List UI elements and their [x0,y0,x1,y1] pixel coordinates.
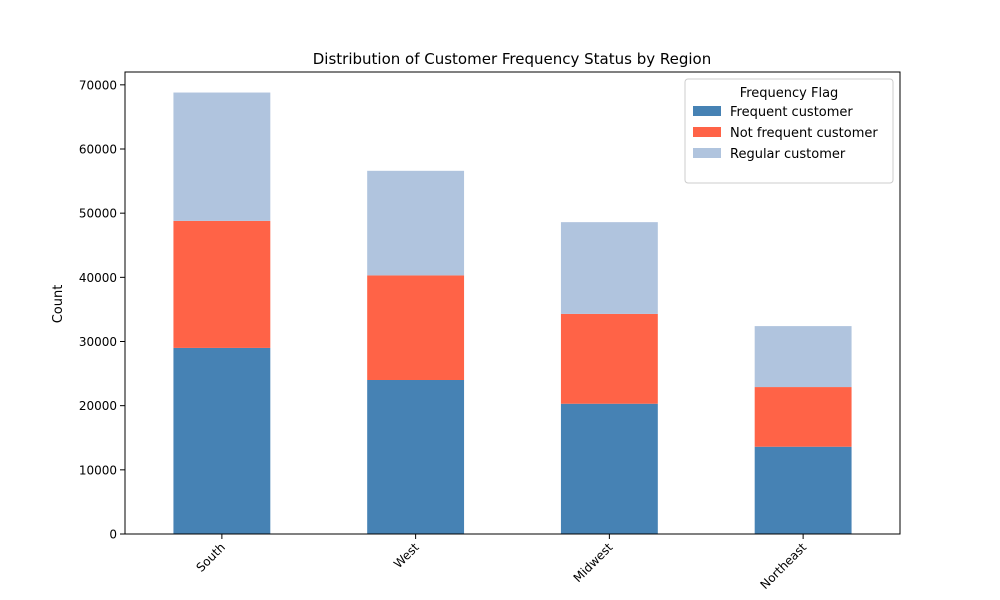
bar-west-regular-customer [367,170,465,276]
bar-group [173,92,852,534]
x-tick-label-northeast: Northeast [757,540,809,592]
y-tick-label: 60000 [79,143,117,157]
legend-box [684,78,894,184]
bar-midwest-not-frequent-customer [560,313,658,404]
chart-title: Distribution of Customer Frequency Statu… [313,50,711,68]
bar-west-not-frequent-customer [367,275,465,380]
y-tick-label: 30000 [79,335,117,349]
legend-title: Frequency Flag [740,86,839,101]
y-tick-label: 20000 [79,399,117,413]
legend-label: Frequent customer [730,105,853,120]
bar-northeast-not-frequent-customer [754,387,852,447]
legend: Frequency Flag Frequent customer Not frequ… [684,78,894,184]
legend-label: Regular customer [730,147,846,162]
y-axis-label: Count [51,285,66,324]
legend-swatch [693,127,721,137]
legend-label: Not frequent customer [730,126,878,141]
bar-midwest-regular-customer [560,222,658,314]
bar-south-not-frequent-customer [173,220,271,348]
bar-midwest-frequent-customer [560,403,658,534]
bar-south-regular-customer [173,92,271,221]
x-tick-label-midwest: Midwest [571,540,616,585]
bar-south-frequent-customer [173,347,271,534]
legend-swatch [693,106,721,116]
bar-west-frequent-customer [367,380,465,534]
y-tick-label: 50000 [79,207,117,221]
x-tick-label-south: South [193,540,228,575]
plot-frame [124,71,901,535]
bar-northeast-frequent-customer [754,446,852,534]
y-tick-label: 0 [109,528,117,542]
legend-swatch [693,148,721,158]
x-tick-label-west: West [391,540,422,571]
y-tick-label: 40000 [79,271,117,285]
y-tick-label: 10000 [79,463,117,477]
bar-northeast-regular-customer [754,326,852,388]
y-tick-label: 70000 [79,78,117,92]
